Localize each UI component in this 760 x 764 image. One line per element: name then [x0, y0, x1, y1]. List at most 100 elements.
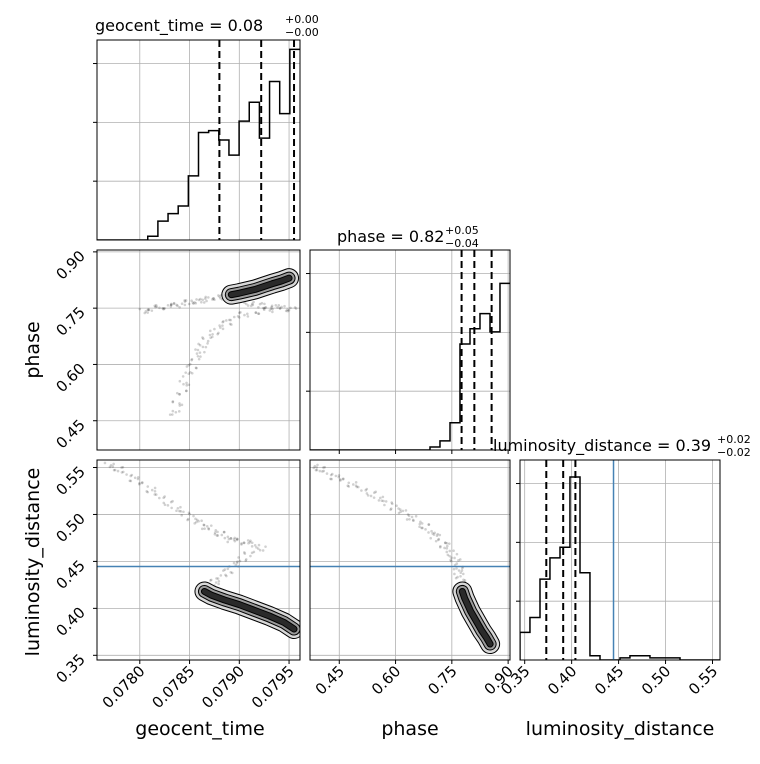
sample-point: [397, 507, 400, 510]
sample-point: [146, 490, 149, 494]
sample-point: [217, 579, 221, 583]
sample-point: [212, 297, 216, 300]
sample-point: [395, 504, 398, 507]
title-phase-main: phase = 0.82: [337, 227, 444, 246]
sample-point: [439, 544, 442, 548]
ylabel-luminosity-distance: luminosity_distance: [22, 468, 44, 657]
sample-point: [414, 514, 418, 518]
sample-point: [180, 302, 184, 306]
sample-point: [457, 569, 461, 572]
sample-point: [153, 489, 157, 493]
sample-point: [138, 481, 141, 485]
sample-point: [209, 578, 213, 582]
title-luminosity-distance: luminosity_distance = 0.39 +0.02 −0.02: [493, 433, 751, 459]
sample-point: [195, 352, 199, 355]
sample-point: [171, 499, 174, 503]
sample-point: [355, 485, 359, 489]
sample-point: [260, 301, 264, 305]
sample-point: [214, 528, 218, 532]
sample-point: [258, 302, 262, 306]
sample-point: [205, 525, 209, 528]
sample-point: [225, 319, 228, 322]
sample-point: [389, 507, 393, 510]
sample-point: [264, 306, 268, 309]
sample-point: [427, 523, 431, 526]
sample-point: [230, 571, 234, 575]
sample-point: [454, 576, 458, 580]
sample-point: [257, 306, 260, 309]
sample-point: [197, 298, 201, 302]
sample-point: [458, 558, 462, 561]
sample-point: [252, 300, 255, 304]
sample-point: [204, 297, 207, 300]
title-geocent-time-sup: +0.00: [285, 13, 319, 26]
sample-point: [129, 479, 133, 483]
sample-point: [171, 400, 175, 403]
title-phase-sup: +0.05: [445, 224, 479, 237]
sample-point: [175, 509, 178, 513]
sample-point: [218, 295, 221, 298]
sample-point: [445, 541, 449, 545]
sample-point: [366, 494, 370, 497]
sample-point: [369, 494, 373, 498]
sample-point: [169, 500, 173, 504]
sample-point: [449, 558, 452, 562]
sample-point: [140, 481, 144, 484]
sample-point: [198, 343, 202, 347]
sample-point: [207, 527, 211, 531]
sample-point: [172, 301, 176, 305]
sample-point: [248, 541, 252, 544]
sample-point: [140, 481, 144, 485]
sample-point: [188, 512, 191, 516]
frame-hist-phase: [309, 249, 511, 451]
sample-point: [185, 365, 189, 368]
sample-point: [136, 475, 140, 479]
sample-point: [253, 544, 257, 547]
sample-point: [209, 524, 213, 527]
xtick-label-luminosity_distance: 0.40: [544, 662, 580, 698]
sample-point: [235, 538, 239, 542]
sample-point: [200, 519, 203, 523]
ytick-label-luminosity_distance: 0.40: [52, 603, 88, 639]
sample-point: [187, 383, 191, 387]
sample-point: [270, 304, 274, 308]
sample-point: [256, 547, 260, 550]
sample-point: [177, 410, 181, 413]
sample-point: [287, 308, 291, 312]
sample-point: [194, 301, 198, 305]
sample-point: [208, 329, 212, 333]
xtick-label-luminosity_distance: 0.55: [685, 662, 721, 698]
sample-point: [448, 542, 451, 545]
sample-point: [171, 413, 174, 416]
title-phase-sub: −0.04: [445, 237, 479, 250]
sample-point: [250, 545, 254, 548]
sample-point: [196, 354, 200, 358]
sample-point: [181, 375, 185, 378]
sample-point: [186, 517, 190, 521]
xtick-label-luminosity_distance: 0.45: [591, 662, 627, 698]
sample-point: [220, 533, 224, 537]
sample-point: [229, 537, 233, 540]
sample-point: [225, 574, 228, 578]
xlabel-geocent-time: geocent_time: [135, 718, 264, 740]
sample-point: [330, 472, 334, 476]
sample-point: [247, 541, 250, 545]
histogram-phase: [310, 282, 510, 450]
sample-point: [187, 302, 191, 306]
sample-point: [210, 335, 214, 339]
sample-point: [227, 537, 231, 541]
sample-point: [206, 339, 210, 343]
sample-point: [286, 309, 290, 313]
sample-point: [202, 301, 206, 304]
sample-point: [197, 342, 200, 346]
sample-point: [187, 511, 191, 515]
sample-point: [111, 465, 115, 468]
sample-point: [182, 382, 185, 386]
sample-point: [240, 543, 243, 546]
sample-point: [452, 549, 455, 553]
sample-point: [146, 485, 150, 488]
sample-point: [459, 574, 462, 578]
sample-point: [163, 495, 166, 498]
sample-point: [246, 312, 249, 316]
sample-point: [232, 315, 236, 319]
